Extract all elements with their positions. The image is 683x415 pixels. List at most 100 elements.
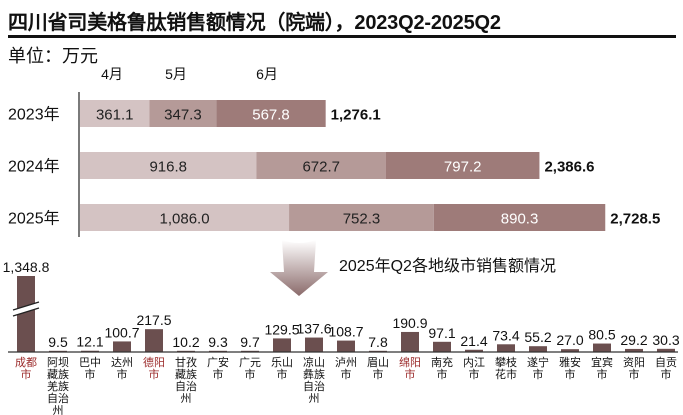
city-bar [433,341,451,352]
city-bar [113,341,131,352]
city-bar [145,329,163,352]
city-value-label: 12.1 [76,334,103,350]
city-label-line: 市 [533,367,544,381]
city-label-line: 内江 [463,355,485,369]
city-label-line: 泸州 [335,356,357,369]
segment-value-label: 361.1 [96,107,134,124]
city-value-label: 7.8 [368,334,388,350]
city-label-line: 市 [437,367,448,381]
sub-chart-title: 2025年Q2各地级市销售额情况 [339,257,556,275]
city-label-line: 南充 [431,355,453,369]
city-label-line: 市 [565,367,576,381]
city-label-line: 花市 [495,367,517,381]
city-label-line: 州 [53,405,64,415]
segment-value-label: 890.3 [501,211,539,228]
city-value-label: 55.2 [524,329,551,345]
city-label-line: 凉山 [303,355,325,369]
city-value-label: 10.2 [172,334,199,350]
down-arrow-icon [270,240,328,296]
city-label-line: 广安 [207,355,229,369]
city-bar [625,348,643,352]
city-label-line: 市 [469,367,480,381]
city-label-line: 市 [213,367,224,381]
city-label-line: 雅安 [559,355,581,369]
city-value-label: 217.5 [136,312,171,328]
bar-segment-4月 [80,204,290,231]
city-bar-chart: 2025年Q2各地级市销售额情况1,348.8成都市9.5阿坝藏族羌族自治州12… [3,257,680,415]
city-label-line: 市 [405,367,416,381]
city-value-label: 29.2 [620,332,647,348]
city-value-label: 9.3 [208,334,228,350]
city-label-line: 州 [181,393,192,405]
city-label-line: 市 [597,367,608,381]
axis-break-mark [12,301,40,311]
segment-value-label: 797.2 [444,159,482,176]
city-category-label: 达州市 [111,356,133,381]
city-value-label: 190.9 [392,315,427,331]
total-value-label: 2,386.6 [544,159,594,176]
stacked-bar-chart: 4月 5月 6月 2023年 361.1 347.3 567.8 1,276.1 2024年 91… [8,66,660,237]
legend-label-2: 5月 [165,66,187,82]
city-bar [305,337,323,352]
city-category-label: 成都市 [15,356,37,381]
city-label-line: 宜宾 [591,355,613,369]
city-label-line: 市 [117,367,128,381]
city-label-line: 市 [629,367,640,381]
bar-segment-6月 [385,152,540,179]
city-bar [401,331,419,352]
city-bar [273,338,291,352]
city-category-label: 自贡市 [655,356,677,381]
bar-segment-5月 [289,204,434,231]
city-label-line: 市 [277,367,288,381]
city-category-label: 南充市 [431,355,453,381]
city-label-line: 市 [661,367,672,381]
year-label: 2024年 [8,158,60,176]
year-label: 2023年 [8,106,60,124]
city-bar [465,349,483,352]
city-label-line: 市 [85,367,96,381]
city-bar [529,346,547,352]
segment-value-label: 567.8 [252,107,290,124]
city-value-label: 1,348.8 [3,259,50,275]
city-category-label: 雅安市 [559,355,581,381]
city-label-line: 甘孜 [175,355,197,369]
city-value-label: 30.3 [652,332,679,348]
title-rule [8,35,676,38]
year-label: 2025年 [8,210,60,228]
city-category-label: 阿坝藏族羌族自治州 [47,355,69,415]
total-value-label: 1,276.1 [331,107,381,124]
city-value-label: 21.4 [460,333,487,349]
city-label-line: 攀枝 [495,355,517,369]
axis-break-gap [13,302,39,316]
city-label-line: 成都 [15,356,37,369]
city-label-line: 市 [245,367,256,381]
city-label-line: 资阳 [623,356,645,369]
legend-label-1: 4月 [101,66,123,82]
city-category-label: 凉山彝族自治州 [303,355,325,405]
city-value-label: 80.5 [588,327,615,343]
bar-segment-5月 [149,100,217,127]
city-category-label: 眉山市 [367,356,389,381]
city-value-label: 108.7 [328,324,363,340]
city-label-line: 市 [373,367,384,381]
city-category-label: 宜宾市 [591,355,613,381]
city-bar [337,340,355,352]
city-label-line: 自治 [47,391,69,405]
bar-segment-6月 [433,204,606,231]
city-category-label: 绵阳市 [399,355,421,381]
city-bar [657,348,675,352]
city-value-label: 9.5 [48,334,68,350]
city-label-line: 巴中 [79,356,101,369]
city-label-line: 眉山 [367,356,389,369]
axis-break-mark [12,307,40,317]
segment-value-label: 1,086.0 [160,211,210,228]
segment-value-label: 752.3 [343,211,381,228]
chart-title: 四川省司美格鲁肽销售额情况（院端），2023Q2-2025Q2 [8,12,501,34]
segment-value-label: 916.8 [149,159,187,176]
city-label-line: 广元 [239,356,261,369]
city-category-label: 巴中市 [79,356,101,381]
city-label-line: 市 [341,367,352,381]
city-label-line: 市 [149,367,160,381]
city-value-label: 97.1 [428,325,455,341]
